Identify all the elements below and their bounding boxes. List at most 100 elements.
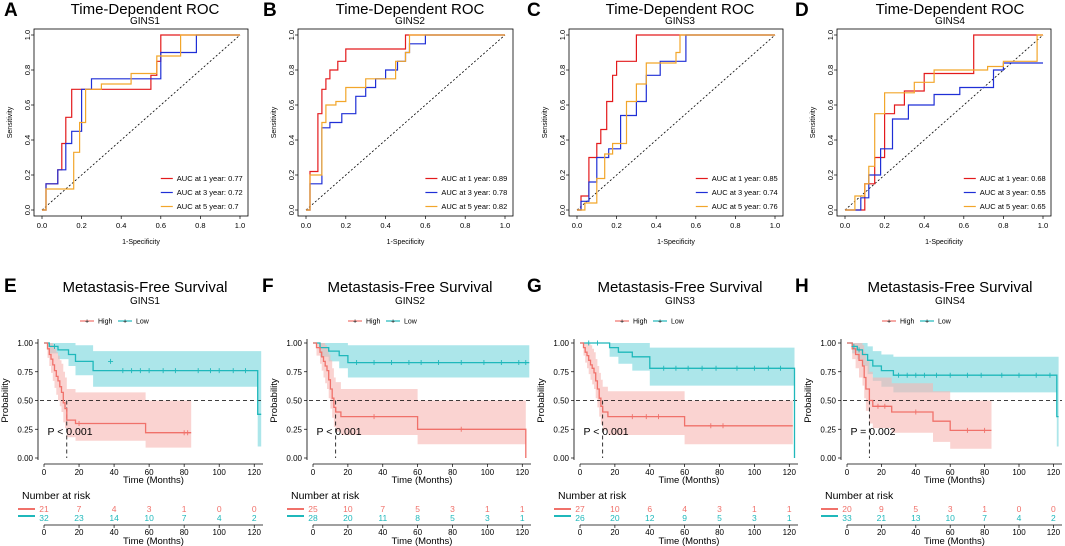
risk-count-low: 1 — [520, 513, 525, 523]
risk-count-high: 1 — [520, 504, 525, 514]
x-tick-label: 100 — [481, 468, 495, 477]
risk-count-high: 5 — [913, 504, 918, 514]
y-axis-label: Probability — [803, 378, 814, 423]
censor-mark-low — [734, 365, 740, 371]
risk-count-low: 2 — [252, 513, 257, 523]
panel-letter: A — [4, 0, 18, 21]
legend-label: AUC at 3 year: 0.74 — [712, 188, 778, 197]
censor-mark-low — [685, 365, 691, 371]
y-tick-label: 1.0 — [826, 30, 835, 40]
censor-mark-low — [458, 360, 464, 366]
y-axis-label: Probability — [0, 378, 11, 423]
x-tick-label: 0.2 — [341, 221, 351, 230]
risk-x-tick-label: 20 — [877, 528, 886, 537]
censor-mark-low — [230, 368, 236, 374]
risk-count-low: 33 — [842, 513, 852, 523]
p-value-label: P = 0.002 — [850, 426, 895, 438]
risk-count-high: 27 — [575, 504, 585, 514]
censor-mark-low — [765, 365, 771, 371]
risk-count-high: 1 — [485, 504, 490, 514]
risk-x-tick-label: 120 — [516, 528, 530, 537]
y-tick-label: 0.0 — [23, 205, 32, 215]
risk-count-low: 28 — [308, 513, 318, 523]
risk-x-tick-label: 80 — [448, 528, 457, 537]
risk-count-low: 2 — [1051, 513, 1056, 523]
x-tick-label: 120 — [516, 468, 530, 477]
roc-curve-5yr — [42, 34, 240, 211]
x-tick-label: 100 — [213, 468, 227, 477]
km-curve-low — [313, 342, 530, 364]
risk-count-high: 20 — [842, 504, 852, 514]
risk-x-tick-label: 60 — [680, 528, 689, 537]
risk-count-low: 3 — [752, 513, 757, 523]
legend-label-high: High — [98, 319, 113, 326]
risk-count-high: 10 — [610, 504, 620, 514]
risk-count-high: 1 — [982, 504, 987, 514]
censor-mark-low — [523, 360, 529, 366]
chart-title: Time-Dependent ROC — [71, 1, 220, 18]
x-tick-label: 0 — [578, 468, 583, 477]
legend-censor-mark: + — [887, 319, 891, 326]
legend-label-high: High — [900, 319, 915, 326]
y-axis-label: Sensitivity — [7, 106, 14, 138]
censor-mark-low — [978, 372, 984, 378]
y-tick-label: 0.0 — [558, 205, 567, 215]
censor-mark-low — [371, 360, 377, 366]
legend-label: AUC at 5 year: 0.7 — [177, 202, 239, 211]
x-tick-label: 0.4 — [380, 221, 390, 230]
risk-count-low: 12 — [645, 513, 655, 523]
y-tick-label: 0.75 — [820, 368, 836, 377]
risk-count-low: 14 — [109, 513, 119, 523]
p-value-label: P < 0.001 — [48, 426, 93, 438]
legend-label: AUC at 3 year: 0.78 — [441, 188, 507, 197]
x-tick-label: 20 — [610, 468, 619, 477]
risk-x-tick-label: 120 — [248, 528, 262, 537]
y-tick-label: 0.50 — [286, 397, 302, 406]
legend-label: AUC at 1 year: 0.68 — [980, 174, 1046, 183]
legend-censor-mark: + — [123, 319, 127, 326]
x-tick-label: 20 — [877, 468, 886, 477]
legend-label: AUC at 5 year: 0.76 — [712, 202, 778, 211]
risk-count-low: 20 — [343, 513, 353, 523]
risk-count-high: 0 — [1051, 504, 1056, 514]
chart-title: Metastasis-Free Survival — [597, 279, 762, 296]
risk-count-high: 1 — [752, 504, 757, 514]
y-tick-label: 0.00 — [553, 454, 569, 463]
x-axis-label: 1-Specificity — [387, 239, 425, 246]
risk-count-low: 20 — [610, 513, 620, 523]
panel-letter: D — [795, 0, 809, 21]
y-tick-label: 0.75 — [286, 368, 302, 377]
x-tick-label: 0.0 — [840, 221, 850, 230]
y-tick-label: 1.0 — [23, 30, 32, 40]
plot-frame — [33, 28, 249, 217]
legend-label: AUC at 5 year: 0.82 — [441, 202, 507, 211]
y-tick-label: 0.00 — [286, 454, 302, 463]
roc-curve-5yr — [845, 34, 1043, 211]
y-tick-label: 0.25 — [17, 425, 33, 434]
x-tick-label: 80 — [980, 468, 989, 477]
risk-count-high: 7 — [380, 504, 385, 514]
y-tick-label: 0.4 — [826, 135, 835, 145]
censor-mark-low — [673, 365, 679, 371]
number-at-risk-table: Number at risk25280102020711405860358013… — [287, 490, 531, 546]
y-tick-label: 0.8 — [826, 65, 835, 75]
y-tick-label: 1.00 — [820, 339, 836, 348]
x-tick-label: 0.6 — [420, 221, 430, 230]
legend-label: AUC at 5 year: 0.65 — [980, 202, 1046, 211]
legend-censor-mark: + — [85, 319, 89, 326]
y-tick-label: 0.00 — [820, 454, 836, 463]
legend-label: AUC at 3 year: 0.72 — [177, 188, 243, 197]
y-tick-label: 0.4 — [287, 135, 296, 145]
censor-mark-low — [418, 360, 424, 366]
censor-mark-low — [207, 368, 213, 374]
risk-count-low: 5 — [450, 513, 455, 523]
x-axis-label: Time (Months) — [123, 475, 184, 486]
risk-x-tick-label: 80 — [715, 528, 724, 537]
y-tick-label: 0.00 — [17, 454, 33, 463]
